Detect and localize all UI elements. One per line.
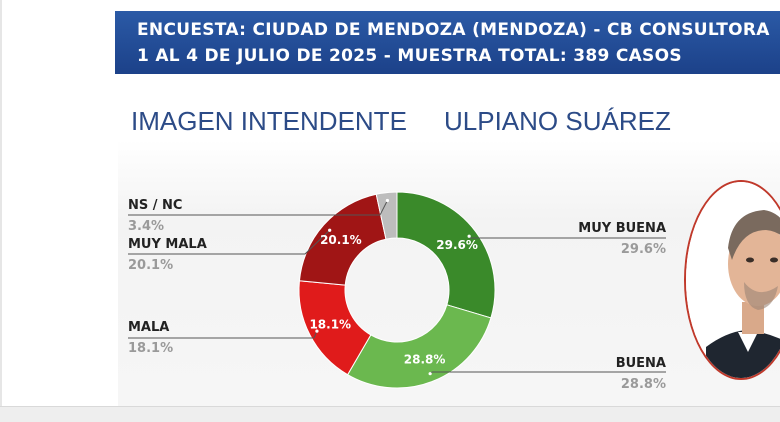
leader-line [429,371,666,375]
leader-dot [428,372,432,376]
slice-data-label: 20.1% [320,233,362,247]
legend-label-value: 20.1% [128,258,174,273]
leader-line [128,330,318,339]
leader-dot [467,234,471,238]
leader-dot [385,198,390,203]
leader-line [128,229,331,255]
page-edge [0,0,2,406]
chart-subtitle-right: ULPIANO SUÁREZ [444,106,671,136]
slice-muy-mala [298,193,387,286]
chart-subtitle-left: IMAGEN INTENDENTE [131,106,407,136]
leader-line [468,235,666,239]
legend-label-value: 29.6% [620,242,666,257]
legend-label-value: 3.4% [128,219,165,234]
slice-buena [346,304,492,389]
legend-label-name: MALA [128,320,170,335]
header-line-1: ENCUESTA: CIUDAD DE MENDOZA (MENDOZA) - … [137,20,770,40]
legend-label-name: MUY MALA [128,237,207,252]
leader-dot [328,228,332,232]
slice-muy-buena [396,191,496,319]
legend-label-name: BUENA [615,356,666,371]
header-line-2: 1 AL 4 DE JULIO DE 2025 - MUESTRA TOTAL:… [137,46,682,66]
person-portrait-icon [686,182,780,378]
leader-dot [315,329,319,333]
legend-label-name: MUY BUENA [578,221,666,236]
legend-label-name: NS / NC [128,198,183,213]
slice-data-label: 28.8% [404,353,446,367]
leader-line [128,200,388,216]
slice-data-label: 29.6% [436,238,478,252]
mayor-photo [684,180,780,380]
survey-header: ENCUESTA: CIUDAD DE MENDOZA (MENDOZA) - … [115,11,780,74]
slice-data-label: 18.1% [309,317,351,331]
legend-label-value: 28.8% [620,377,666,392]
legend-label-value: 18.1% [128,341,174,356]
slice-ns-nc [375,191,398,240]
bottom-bar [0,406,780,422]
